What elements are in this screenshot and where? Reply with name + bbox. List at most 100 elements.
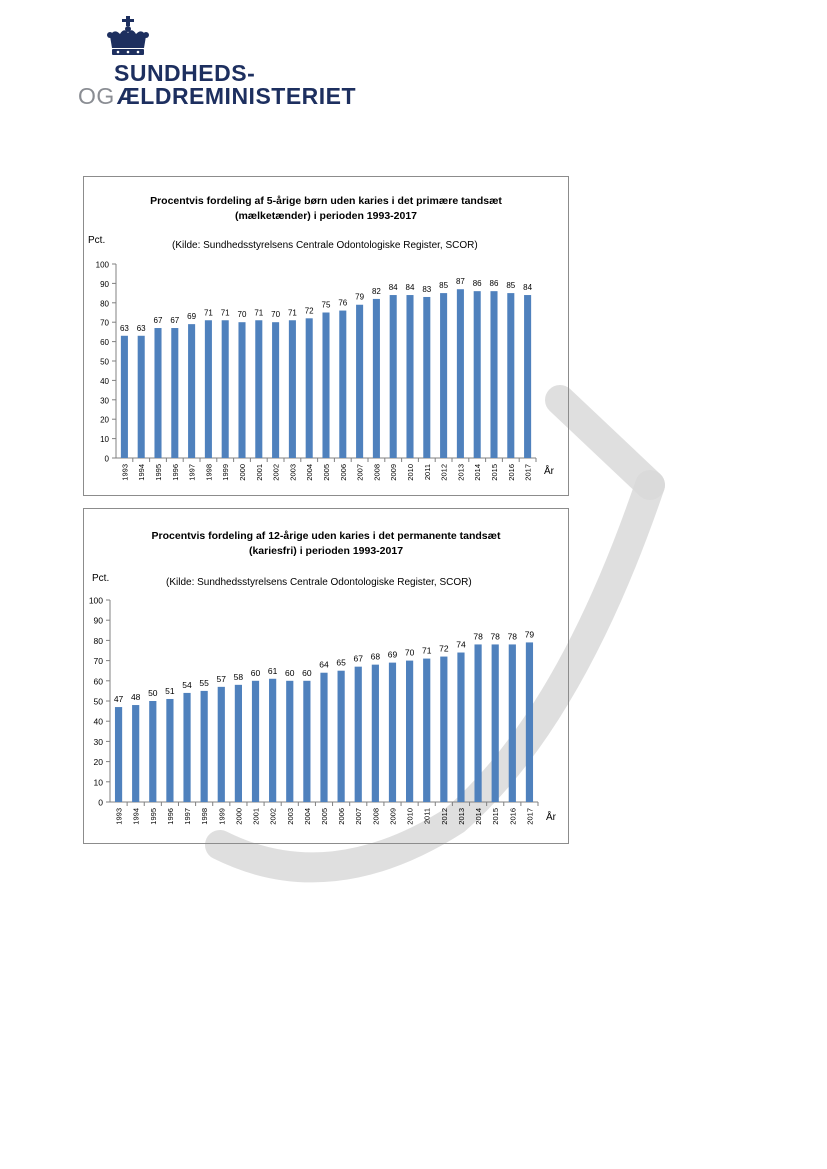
- x-tick-label: 2012: [440, 464, 449, 481]
- data-label: 84: [389, 283, 398, 292]
- data-label: 69: [187, 312, 196, 321]
- y-tick-label: 100: [89, 596, 103, 606]
- x-tick-label: 2000: [238, 464, 247, 481]
- y-tick-label: 10: [100, 435, 109, 444]
- data-label: 47: [114, 694, 124, 704]
- chart-subtitle: (mælketænder) i perioden 1993-2017: [235, 210, 417, 222]
- x-tick-label: 2007: [356, 464, 365, 481]
- data-label: 63: [120, 324, 129, 333]
- logo-line2: OGÆLDREMINISTERIET: [78, 83, 356, 110]
- bar: [303, 680, 311, 802]
- data-label: 79: [355, 293, 364, 302]
- x-tick-label: 2013: [456, 464, 465, 481]
- bar: [132, 705, 140, 802]
- bar: [269, 678, 277, 802]
- y-tick-label: 60: [94, 676, 104, 686]
- bar: [234, 684, 242, 802]
- bar: [320, 672, 328, 802]
- data-label: 58: [234, 672, 244, 682]
- bar: [440, 656, 448, 802]
- bar: [457, 652, 465, 802]
- x-tick-label: 1997: [188, 464, 197, 481]
- bar: [120, 335, 128, 458]
- y-tick-label: 70: [100, 319, 109, 328]
- x-tick-label: 2014: [473, 464, 482, 481]
- data-label: 79: [525, 629, 535, 639]
- x-tick-label: 2014: [474, 808, 483, 825]
- x-tick-label: 1999: [217, 808, 226, 825]
- data-label: 70: [238, 310, 247, 319]
- data-label: 75: [322, 301, 331, 310]
- x-tick-label: 2008: [371, 808, 380, 825]
- bar: [508, 644, 516, 802]
- x-tick-label: 2006: [339, 464, 348, 481]
- data-label: 67: [154, 316, 163, 325]
- x-tick-label: 2006: [337, 808, 346, 825]
- bar: [272, 322, 280, 458]
- data-label: 72: [305, 306, 314, 315]
- bar: [217, 686, 225, 802]
- bar: [288, 320, 296, 458]
- x-tick-label: 2002: [272, 464, 281, 481]
- bar: [388, 662, 397, 802]
- data-label: 71: [221, 308, 230, 317]
- y-tick-label: 10: [94, 777, 104, 787]
- bar: [221, 320, 229, 458]
- x-tick-label: 1993: [120, 464, 129, 481]
- x-tick-label: 2000: [234, 808, 243, 825]
- x-tick-label: 2011: [423, 464, 432, 480]
- data-label: 67: [354, 654, 364, 664]
- x-tick-label: 2005: [320, 808, 329, 825]
- chart-source: (Kilde: Sundhedsstyrelsens Centrale Odon…: [172, 240, 478, 251]
- data-label: 84: [406, 283, 415, 292]
- bar: [238, 322, 246, 458]
- bar: [490, 291, 498, 458]
- ministry-logo: SUNDHEDS- OGÆLDREMINISTERIET: [76, 16, 356, 110]
- crown-icon: [107, 16, 149, 55]
- x-tick-label: 2001: [252, 808, 261, 825]
- x-tick-label: 2016: [507, 464, 516, 481]
- bar: [474, 644, 482, 802]
- data-label: 68: [371, 652, 381, 662]
- y-tick-label: 40: [100, 377, 109, 386]
- data-label: 69: [388, 650, 398, 660]
- bar: [286, 680, 294, 802]
- bar: [524, 295, 532, 458]
- x-tick-label: 2010: [406, 808, 415, 825]
- data-label: 61: [268, 666, 278, 676]
- x-tick-label: 1999: [221, 464, 230, 481]
- y-tick-label: 30: [94, 737, 104, 747]
- data-label: 78: [473, 631, 483, 641]
- data-label: 71: [254, 308, 263, 317]
- bar: [423, 296, 431, 458]
- bar: [356, 304, 364, 458]
- bar: [200, 690, 208, 802]
- data-label: 60: [251, 668, 261, 678]
- bar: [154, 328, 162, 458]
- x-tick-label: 2004: [305, 464, 314, 481]
- logo-prefix: OG: [78, 83, 115, 109]
- y-tick-label: 80: [94, 636, 104, 646]
- x-tick-label: 2009: [388, 808, 397, 825]
- data-label: 60: [302, 668, 312, 678]
- data-label: 71: [422, 646, 432, 656]
- x-tick-label: 1994: [132, 808, 141, 825]
- x-tick-label: 1998: [200, 808, 209, 825]
- bar: [204, 320, 212, 458]
- bar: [473, 291, 481, 458]
- x-tick-label: 2012: [440, 808, 449, 825]
- data-label: 48: [131, 692, 141, 702]
- y-tick-label: 50: [94, 697, 104, 707]
- y-tick-label: 50: [100, 358, 109, 367]
- bar: [171, 328, 179, 458]
- bar: [149, 701, 157, 802]
- y-tick-label: 30: [100, 396, 109, 405]
- data-label: 67: [170, 316, 179, 325]
- logo-line1: SUNDHEDS-: [114, 60, 256, 86]
- x-tick-label: 2003: [288, 464, 297, 481]
- chart-12-year-olds: Procentvis fordeling af 12-årige uden ka…: [83, 508, 569, 844]
- data-label: 71: [288, 308, 297, 317]
- x-tick-label: 1996: [166, 808, 175, 825]
- chart-subtitle: (kariesfri) i perioden 1993-2017: [249, 545, 403, 557]
- bar: [525, 642, 534, 802]
